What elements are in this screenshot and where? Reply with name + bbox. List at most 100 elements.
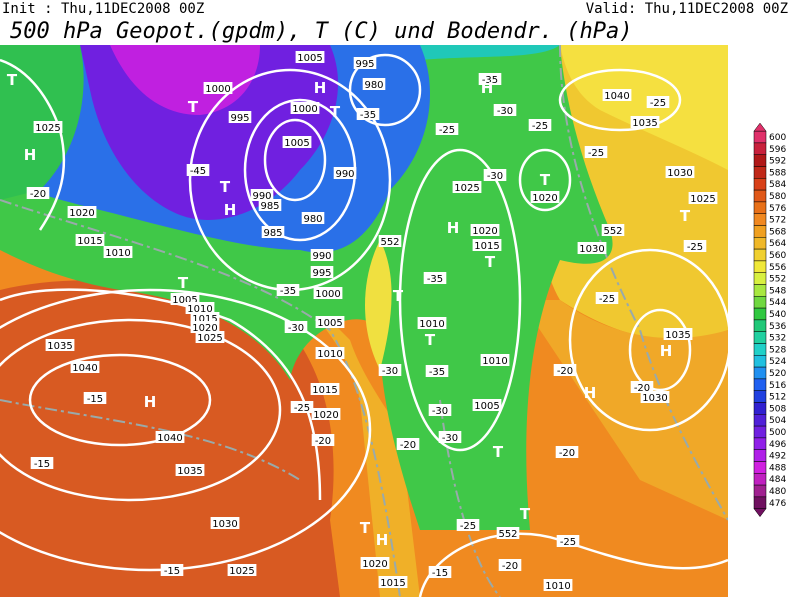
label-box (602, 89, 632, 101)
colorbar-label: 476 (769, 499, 786, 509)
label-box (555, 446, 579, 458)
pressure-center: H (224, 201, 237, 219)
label-box (282, 136, 312, 148)
contour-label: 1020 (69, 208, 94, 219)
colorbar-label: 532 (769, 334, 786, 344)
valid-time: Valid: Thu,11DEC2008 00Z (586, 1, 788, 17)
colorbar-cap (753, 508, 767, 518)
contour-label: 1035 (177, 466, 202, 477)
contour-label: 1040 (604, 91, 629, 102)
colorbar-swatch (753, 366, 767, 380)
label-box (553, 364, 577, 376)
colorbar-swatch (753, 437, 767, 450)
label-box (186, 164, 210, 176)
contour-label: -30 (442, 433, 458, 444)
colorbar-swatch (753, 331, 767, 344)
label-box (195, 331, 225, 343)
label-box (683, 240, 707, 252)
colorbar-label: 600 (769, 133, 786, 143)
label-box (190, 321, 220, 333)
label-box (250, 189, 274, 201)
contour-label: 552 (380, 237, 399, 248)
label-box (160, 564, 184, 576)
label-box (30, 457, 54, 469)
pressure-center: H (481, 79, 494, 97)
colorbar-swatch (753, 425, 767, 439)
colorbar: 6005965925885845805765725685645605565525… (753, 122, 786, 518)
pressure-center: T (393, 287, 404, 305)
colorbar-label: 564 (769, 239, 786, 249)
contour-label: 1005 (317, 318, 342, 329)
pressure-center: T (540, 171, 551, 189)
colorbar-label: 596 (769, 145, 786, 155)
pressure-center: T (680, 207, 691, 225)
label-box (83, 392, 107, 404)
pressure-center: T (425, 331, 436, 349)
contour-label: 1010 (419, 319, 444, 330)
pressure-center: T (330, 103, 341, 121)
contour-label: -15 (87, 394, 103, 405)
label-box (601, 224, 625, 236)
label-box (428, 566, 452, 578)
label-box (175, 464, 205, 476)
contour-label: 1005 (474, 401, 499, 412)
label-box (301, 212, 325, 224)
contour-label: 1030 (579, 244, 604, 255)
pressure-center: T (493, 443, 504, 461)
colorbar-swatch (753, 343, 767, 356)
contour-label: -25 (294, 403, 310, 414)
colorbar-swatch (753, 201, 767, 214)
colorbar-swatch (753, 402, 767, 415)
contour-label: 1025 (35, 123, 60, 134)
label-box (155, 431, 185, 443)
contour-label: 1035 (47, 341, 72, 352)
contour-label: -25 (599, 294, 615, 305)
label-box (362, 78, 386, 90)
label-box (33, 121, 63, 133)
contour-label: 1005 (284, 138, 309, 149)
contour-label: 1015 (77, 236, 102, 247)
label-box (315, 316, 345, 328)
pressure-center: H (447, 219, 460, 237)
label-box (356, 108, 380, 120)
label-box (456, 519, 480, 531)
colorbar-swatch (753, 248, 767, 262)
label-box (646, 96, 670, 108)
label-box (313, 287, 343, 299)
contour-label: 552 (498, 529, 517, 540)
contour-label: -30 (432, 406, 448, 417)
colorbar-label: 580 (769, 192, 786, 202)
contour-label: 990 (335, 169, 354, 180)
label-box (630, 381, 654, 393)
contour-label: -35 (360, 110, 376, 121)
colorbar-swatch (753, 449, 767, 462)
colorbar-swatch (753, 166, 767, 179)
contour-label: -25 (687, 242, 703, 253)
contour-label: -20 (634, 383, 650, 394)
contour-label: -20 (400, 440, 416, 451)
label-box (530, 191, 560, 203)
colorbar-label: 524 (769, 357, 786, 367)
contour-label: 1025 (454, 183, 479, 194)
label-box (227, 564, 257, 576)
contour-label: 985 (260, 201, 279, 212)
label-box (630, 116, 660, 128)
colorbar-cap (753, 122, 767, 132)
pressure-center: T (485, 253, 496, 271)
label-box (311, 408, 341, 420)
contour-label: -25 (532, 121, 548, 132)
colorbar-swatch (753, 496, 767, 509)
pressure-center: H (144, 393, 157, 411)
contour-label: 1015 (312, 385, 337, 396)
label-box (311, 434, 335, 446)
contour-label: -25 (439, 125, 455, 136)
contour-label: 1010 (105, 248, 130, 259)
colorbar-label: 528 (769, 345, 786, 355)
colorbar-swatch (753, 189, 767, 203)
colorbar-label: 552 (769, 275, 786, 285)
contour-label: -35 (427, 274, 443, 285)
contour-label: -20 (557, 366, 573, 377)
contour-label: -15 (164, 566, 180, 577)
contour-label: 1000 (205, 84, 230, 95)
contour-label: 1030 (667, 168, 692, 179)
